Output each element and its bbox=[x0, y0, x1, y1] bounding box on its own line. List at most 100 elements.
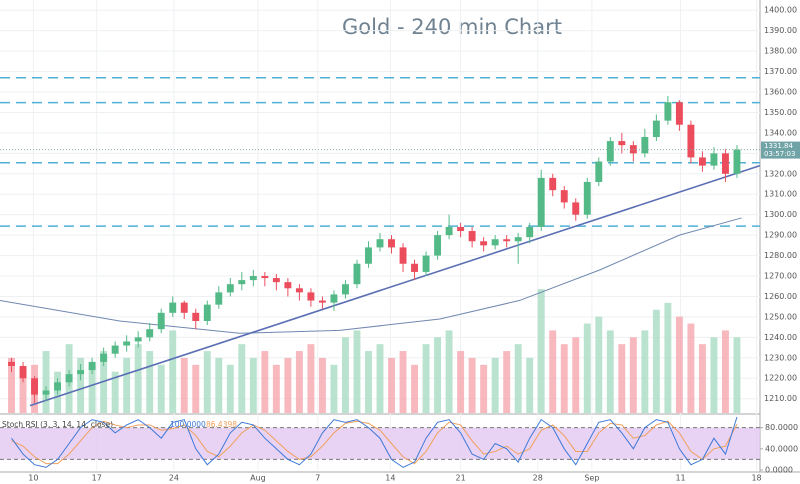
volume-bar bbox=[422, 344, 430, 413]
volume-bar bbox=[560, 344, 568, 413]
x-tick-label: 17 bbox=[92, 474, 102, 483]
volume-bar bbox=[249, 357, 257, 413]
candle-body bbox=[123, 341, 131, 346]
stoch-tick-label: 40.0000 bbox=[765, 444, 798, 453]
volume-bar bbox=[318, 357, 326, 413]
candle-body bbox=[180, 302, 188, 313]
y-tick-label: 1360.00 bbox=[764, 88, 797, 97]
candle-body bbox=[503, 239, 511, 242]
volume-bar bbox=[203, 351, 211, 413]
volume-bar bbox=[491, 357, 499, 413]
stoch-d-line bbox=[11, 420, 738, 465]
candle-body bbox=[295, 288, 303, 293]
stoch-k-value: 100.0000 bbox=[170, 420, 206, 429]
volume-bar bbox=[42, 351, 50, 413]
stoch-k-line bbox=[11, 416, 738, 468]
candle-body bbox=[330, 294, 338, 303]
candle-body bbox=[31, 378, 38, 395]
last-price-box bbox=[761, 141, 800, 159]
x-tick-label: 11 bbox=[675, 474, 685, 483]
volume-bar bbox=[169, 330, 177, 413]
volume-bar bbox=[111, 371, 119, 413]
candle-body bbox=[169, 302, 177, 313]
candle-body bbox=[445, 226, 453, 236]
countdown: 03:57:03 bbox=[764, 150, 795, 158]
y-tick-label: 1220.00 bbox=[764, 374, 797, 383]
candle-body bbox=[226, 284, 234, 293]
candle-body bbox=[595, 161, 603, 182]
chart-title: Gold - 240 min Chart bbox=[342, 15, 562, 39]
x-tick-label: 21 bbox=[456, 474, 466, 483]
y-tick-label: 1270.00 bbox=[764, 272, 797, 281]
x-tick-label: 18 bbox=[751, 474, 761, 483]
candle-body bbox=[146, 329, 154, 338]
volume-bar bbox=[514, 344, 522, 413]
candle-body bbox=[457, 226, 465, 232]
candle-body bbox=[8, 361, 15, 366]
candle-body bbox=[318, 300, 326, 303]
volume-bar bbox=[19, 371, 27, 413]
candle-body bbox=[526, 226, 534, 238]
y-tick-label: 1210.00 bbox=[764, 394, 797, 403]
volume-bar bbox=[8, 357, 15, 413]
y-tick-label: 1290.00 bbox=[764, 231, 797, 240]
trend-line bbox=[29, 164, 761, 407]
candle-body bbox=[353, 263, 361, 285]
volume-bar bbox=[342, 337, 349, 413]
volume-bar bbox=[618, 344, 626, 413]
candle-body bbox=[238, 280, 246, 285]
candle-body bbox=[606, 141, 614, 162]
y-tick-label: 1250.00 bbox=[764, 312, 797, 321]
volume-bar bbox=[180, 357, 188, 413]
x-tick-label: 28 bbox=[533, 474, 543, 483]
candle-body bbox=[652, 120, 660, 137]
volume-bar bbox=[284, 357, 292, 413]
volume-bar bbox=[353, 330, 361, 413]
volume-bar bbox=[480, 364, 488, 413]
volume-bar bbox=[157, 364, 165, 413]
candle-body bbox=[687, 124, 695, 158]
volume-bar bbox=[641, 330, 649, 413]
candle-body bbox=[664, 102, 672, 121]
volume-bar bbox=[722, 330, 729, 413]
candle-body bbox=[65, 374, 73, 383]
volume-bar bbox=[572, 337, 580, 413]
candle-body bbox=[733, 149, 741, 174]
candle-body bbox=[77, 370, 85, 375]
candle-body bbox=[42, 390, 50, 395]
volume-bar bbox=[261, 351, 269, 413]
x-tick-label: Aug bbox=[250, 474, 266, 483]
x-tick-label: 24 bbox=[169, 474, 179, 483]
last-price-label: 1331.84 bbox=[764, 142, 793, 150]
volume-bar bbox=[330, 364, 338, 413]
stoch-d-value: 86.4398 bbox=[206, 420, 237, 429]
volume-bar bbox=[526, 357, 534, 413]
y-tick-label: 1320.00 bbox=[764, 169, 797, 178]
volume-bar bbox=[307, 344, 315, 413]
candle-body bbox=[411, 263, 418, 272]
y-tick-label: 1340.00 bbox=[764, 128, 797, 137]
y-tick-label: 1390.00 bbox=[764, 26, 797, 35]
volume-bar bbox=[445, 330, 453, 413]
candle-body bbox=[88, 361, 96, 371]
stoch-label: Stoch RSI (3, 3, 14, 14, close) bbox=[2, 420, 113, 429]
volume-bar bbox=[698, 344, 706, 413]
y-tick-label: 1260.00 bbox=[764, 292, 797, 301]
candle-body bbox=[572, 202, 580, 215]
candle-body bbox=[203, 304, 211, 321]
candle-body bbox=[215, 292, 223, 305]
volume-bar bbox=[123, 357, 131, 413]
y-tick-label: 1300.00 bbox=[764, 210, 797, 219]
candle-body bbox=[19, 365, 27, 379]
volume-bar bbox=[295, 351, 303, 413]
volume-bar bbox=[388, 357, 395, 413]
candle-body bbox=[365, 247, 372, 264]
candle-body bbox=[399, 247, 407, 264]
candle-body bbox=[480, 241, 488, 246]
y-tick-label: 1230.00 bbox=[764, 353, 797, 362]
volume-bar bbox=[457, 351, 465, 413]
stoch-tick-label: 80.0000 bbox=[765, 423, 798, 432]
x-tick-label: 7 bbox=[315, 474, 320, 483]
